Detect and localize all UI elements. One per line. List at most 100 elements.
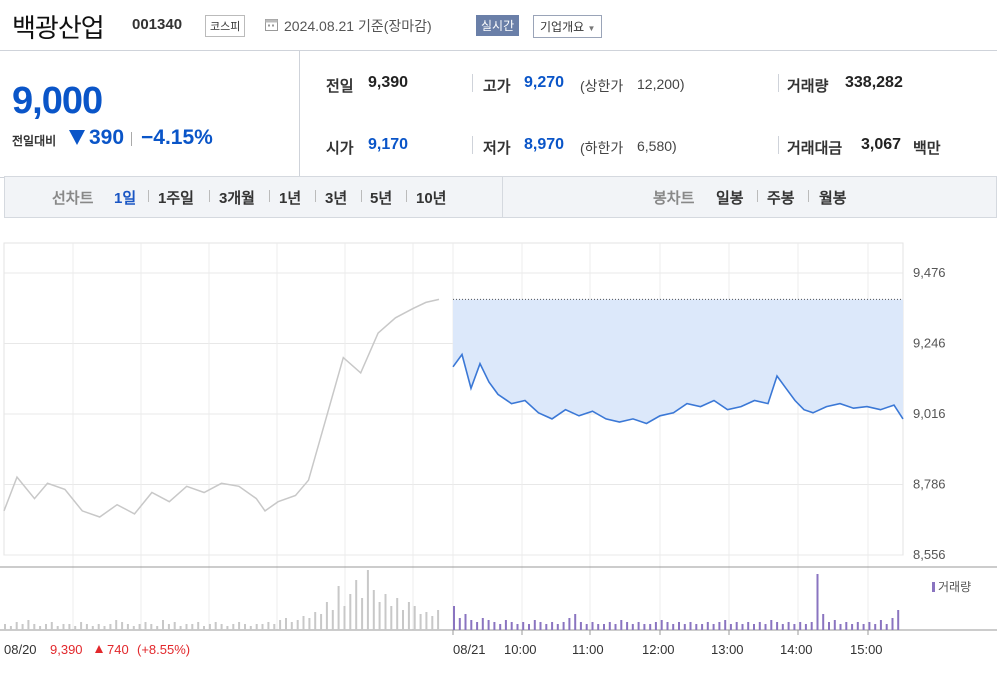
tab-10year[interactable]: 10년 xyxy=(416,190,447,207)
volume-bar xyxy=(191,624,194,630)
volume-bar xyxy=(770,620,773,630)
volume-bar xyxy=(138,624,141,630)
volume-bar xyxy=(626,622,629,630)
volume-bar xyxy=(413,606,416,630)
volume-bar xyxy=(672,624,675,630)
tab-5year[interactable]: 5년 xyxy=(370,190,393,207)
tab-monthly-candle[interactable]: 월봉 xyxy=(819,190,847,207)
tab-weekly-candle[interactable]: 주봉 xyxy=(767,190,795,207)
tab-daily-candle[interactable]: 일봉 xyxy=(716,190,744,207)
volume-bar xyxy=(539,622,542,630)
divider xyxy=(209,190,210,202)
price-chart[interactable]: 9,476 9,246 9,016 8,786 8,556 거래량 08/21 10:00… xyxy=(0,230,997,687)
volume-legend-swatch xyxy=(932,582,935,592)
volume-bar xyxy=(879,620,882,630)
volume-bar xyxy=(458,618,461,630)
volume-bar xyxy=(372,590,375,630)
volume-bar xyxy=(185,624,188,630)
volume-bar xyxy=(816,574,819,630)
volume-bar xyxy=(361,598,364,630)
volume-bar xyxy=(833,620,836,630)
market-badge: 코스피 xyxy=(205,15,246,37)
divider xyxy=(269,190,270,202)
volume-bar xyxy=(15,622,18,630)
today-series xyxy=(452,298,904,425)
volume-bar xyxy=(173,622,176,630)
prev-day-close: 9,390 xyxy=(50,642,83,657)
volume-bar xyxy=(568,618,571,630)
volume-bar xyxy=(74,626,77,630)
volume-bar xyxy=(68,624,71,630)
volume-bar xyxy=(45,624,47,630)
tab-1week[interactable]: 1주일 xyxy=(158,190,194,207)
volume-bar xyxy=(4,624,6,630)
volume-bar xyxy=(208,624,211,630)
volume-bar xyxy=(874,624,877,630)
volume-bar xyxy=(378,602,381,630)
volume-bar xyxy=(425,612,428,630)
company-info-dropdown[interactable]: 기업개요 ▼ xyxy=(533,15,603,38)
prev-day-line xyxy=(3,298,440,518)
y-axis: 9,476 9,246 9,016 8,786 8,556 xyxy=(913,265,946,562)
volume-bar xyxy=(407,602,410,630)
volume-bar xyxy=(290,622,293,630)
volume-bar xyxy=(597,624,600,630)
volume-bar xyxy=(793,624,796,630)
stock-code: 001340 xyxy=(132,16,183,33)
low-value: 8,970 xyxy=(524,136,565,153)
volume-bar xyxy=(349,594,352,630)
high-value: 9,270 xyxy=(524,74,565,91)
trade-amount-value: 3,067 xyxy=(861,136,902,153)
volume-bar xyxy=(614,624,617,630)
volume-bar xyxy=(487,620,490,630)
divider xyxy=(778,74,779,92)
divider xyxy=(148,190,149,202)
volume-bar xyxy=(591,622,594,630)
volume-bar xyxy=(121,622,124,630)
volume-bar xyxy=(631,624,634,630)
tab-1year[interactable]: 1년 xyxy=(279,190,302,207)
volume-bar xyxy=(419,614,422,630)
volume-bar xyxy=(556,624,559,630)
volume-bar xyxy=(891,618,894,630)
y-tick-label: 8,556 xyxy=(913,547,946,562)
y-tick-label: 8,786 xyxy=(913,477,946,492)
volume-bar xyxy=(396,598,399,630)
volume-bar xyxy=(660,620,663,630)
today-fill-area xyxy=(453,299,903,424)
candle-chart-label: 봉차트 xyxy=(653,190,695,207)
period-bar xyxy=(4,176,997,218)
volume-bar xyxy=(62,624,65,630)
volume-bar xyxy=(706,622,709,630)
tab-3year[interactable]: 3년 xyxy=(325,190,348,207)
volume-bar xyxy=(56,626,59,630)
prev-day-change: 740 xyxy=(107,642,129,657)
tab-3month[interactable]: 3개월 xyxy=(219,190,255,207)
x-tick-label: 12:00 xyxy=(642,642,675,657)
x-tick-label: 13:00 xyxy=(711,642,744,657)
volume-bar xyxy=(464,614,467,630)
volume-bar xyxy=(273,624,276,630)
x-tick-label: 11:00 xyxy=(572,642,604,657)
volume-bar xyxy=(799,622,802,630)
volume-bar xyxy=(9,626,12,630)
volume-bar xyxy=(249,626,252,630)
volume-bar xyxy=(255,624,258,630)
volume-bar xyxy=(314,612,317,630)
volume-bar xyxy=(585,624,588,630)
tab-1day[interactable]: 1일 xyxy=(114,190,137,207)
volume-bar xyxy=(862,624,865,630)
volume-bar xyxy=(828,622,830,630)
high-label: 고가 xyxy=(483,78,511,95)
volume-bar xyxy=(695,624,698,630)
volume-bar xyxy=(97,624,100,630)
volume-bar xyxy=(545,624,548,630)
upper-limit-value: 12,200) xyxy=(637,76,685,92)
volume-bar xyxy=(741,624,744,630)
volume-bar xyxy=(481,618,484,630)
dropdown-arrow-icon: ▼ xyxy=(587,24,596,33)
volume-bar xyxy=(493,622,496,630)
volume-bar xyxy=(804,624,807,630)
realtime-button[interactable]: 실시간 xyxy=(476,15,520,36)
volume-bar xyxy=(402,610,404,630)
